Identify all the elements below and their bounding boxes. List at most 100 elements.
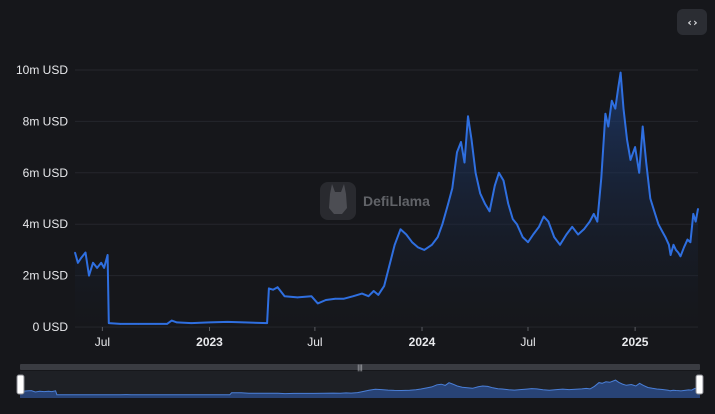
y-tick-label: 10m USD bbox=[16, 63, 68, 77]
data-point bbox=[334, 297, 337, 300]
data-point bbox=[619, 71, 622, 74]
data-point bbox=[669, 254, 672, 256]
data-point bbox=[243, 321, 245, 324]
data-point bbox=[208, 321, 211, 324]
data-point bbox=[460, 141, 462, 143]
data-point bbox=[325, 299, 327, 301]
data-point bbox=[451, 187, 454, 189]
watermark-text: DefiLlama bbox=[363, 193, 430, 209]
data-point bbox=[494, 184, 496, 187]
x-tick-label: Jul bbox=[95, 335, 110, 349]
data-point bbox=[498, 172, 500, 174]
data-point bbox=[470, 138, 473, 141]
slider-handle-left[interactable] bbox=[16, 374, 25, 395]
series-area bbox=[74, 71, 699, 327]
data-point bbox=[96, 267, 98, 269]
data-point bbox=[588, 220, 591, 223]
data-point bbox=[634, 146, 636, 148]
data-point bbox=[600, 177, 603, 179]
slider-handle-bar[interactable] bbox=[20, 364, 700, 370]
slider-handle-right[interactable] bbox=[695, 374, 704, 395]
data-point bbox=[571, 226, 573, 228]
data-point bbox=[226, 321, 229, 323]
data-point bbox=[694, 220, 697, 223]
data-point bbox=[272, 288, 274, 291]
data-point bbox=[266, 322, 268, 324]
code-icon: ‹› bbox=[686, 15, 698, 29]
data-point bbox=[388, 267, 390, 269]
data-point bbox=[276, 286, 279, 289]
y-tick-label: 6m USD bbox=[23, 166, 69, 180]
data-point bbox=[527, 241, 529, 243]
data-point bbox=[638, 172, 640, 174]
data-point bbox=[447, 202, 450, 205]
data-point bbox=[532, 233, 534, 236]
data-point bbox=[92, 262, 94, 264]
data-point bbox=[521, 236, 524, 238]
x-tick-label: 2025 bbox=[622, 335, 649, 349]
data-point bbox=[553, 236, 555, 238]
data-point bbox=[137, 323, 140, 325]
data-point bbox=[488, 210, 491, 213]
data-point bbox=[405, 233, 408, 236]
data-point bbox=[577, 233, 579, 236]
data-point bbox=[668, 244, 670, 246]
data-point bbox=[593, 213, 595, 215]
data-point bbox=[343, 297, 345, 300]
data-point bbox=[456, 151, 458, 153]
data-point bbox=[417, 246, 419, 249]
data-point bbox=[372, 290, 375, 292]
data-point bbox=[484, 202, 486, 205]
x-axis: Jul 2023 Jul 2024 Jul 2025 bbox=[95, 327, 649, 349]
data-point bbox=[512, 218, 514, 220]
y-tick-label: 2m USD bbox=[23, 269, 69, 283]
data-point bbox=[683, 246, 685, 249]
data-point bbox=[361, 292, 363, 295]
y-axis: 0 USD 2m USD 4m USD 6m USD 8m USD 10m USD bbox=[16, 63, 68, 334]
data-point bbox=[436, 236, 439, 238]
data-point bbox=[607, 125, 610, 128]
data-point bbox=[74, 251, 76, 254]
data-point bbox=[268, 287, 270, 290]
x-tick-label: 2024 bbox=[409, 335, 436, 349]
data-point bbox=[604, 112, 607, 115]
data-point bbox=[516, 223, 518, 225]
data-point bbox=[399, 228, 402, 231]
data-point bbox=[614, 107, 617, 110]
data-point bbox=[106, 254, 109, 256]
data-point bbox=[661, 231, 664, 233]
data-point bbox=[629, 159, 632, 161]
data-point bbox=[77, 262, 79, 264]
data-point bbox=[176, 321, 178, 324]
data-point bbox=[686, 238, 689, 241]
data-point bbox=[352, 295, 355, 298]
data-point bbox=[367, 295, 370, 298]
data-point bbox=[672, 244, 675, 246]
data-point bbox=[155, 323, 157, 325]
y-tick-label: 4m USD bbox=[23, 217, 69, 231]
data-point bbox=[103, 267, 105, 269]
data-point bbox=[617, 87, 619, 89]
data-point bbox=[283, 295, 286, 298]
embed-code-button[interactable]: ‹› bbox=[677, 9, 707, 35]
slider-preview-area bbox=[20, 380, 700, 398]
data-point bbox=[431, 244, 433, 246]
range-slider[interactable]: ||| bbox=[16, 364, 704, 398]
data-point bbox=[411, 241, 413, 243]
x-tick-label: 2023 bbox=[196, 335, 223, 349]
data-point bbox=[166, 323, 168, 325]
watermark: DefiLlama bbox=[320, 182, 430, 220]
data-point bbox=[80, 256, 83, 259]
data-point bbox=[474, 172, 477, 174]
data-point bbox=[583, 228, 585, 231]
data-point bbox=[565, 233, 568, 236]
data-point bbox=[542, 215, 545, 218]
data-point bbox=[393, 244, 396, 246]
data-point bbox=[679, 255, 682, 258]
data-point bbox=[645, 161, 647, 164]
data-point bbox=[596, 220, 599, 223]
data-point bbox=[100, 262, 102, 264]
data-point bbox=[467, 115, 469, 118]
data-point bbox=[377, 294, 380, 296]
